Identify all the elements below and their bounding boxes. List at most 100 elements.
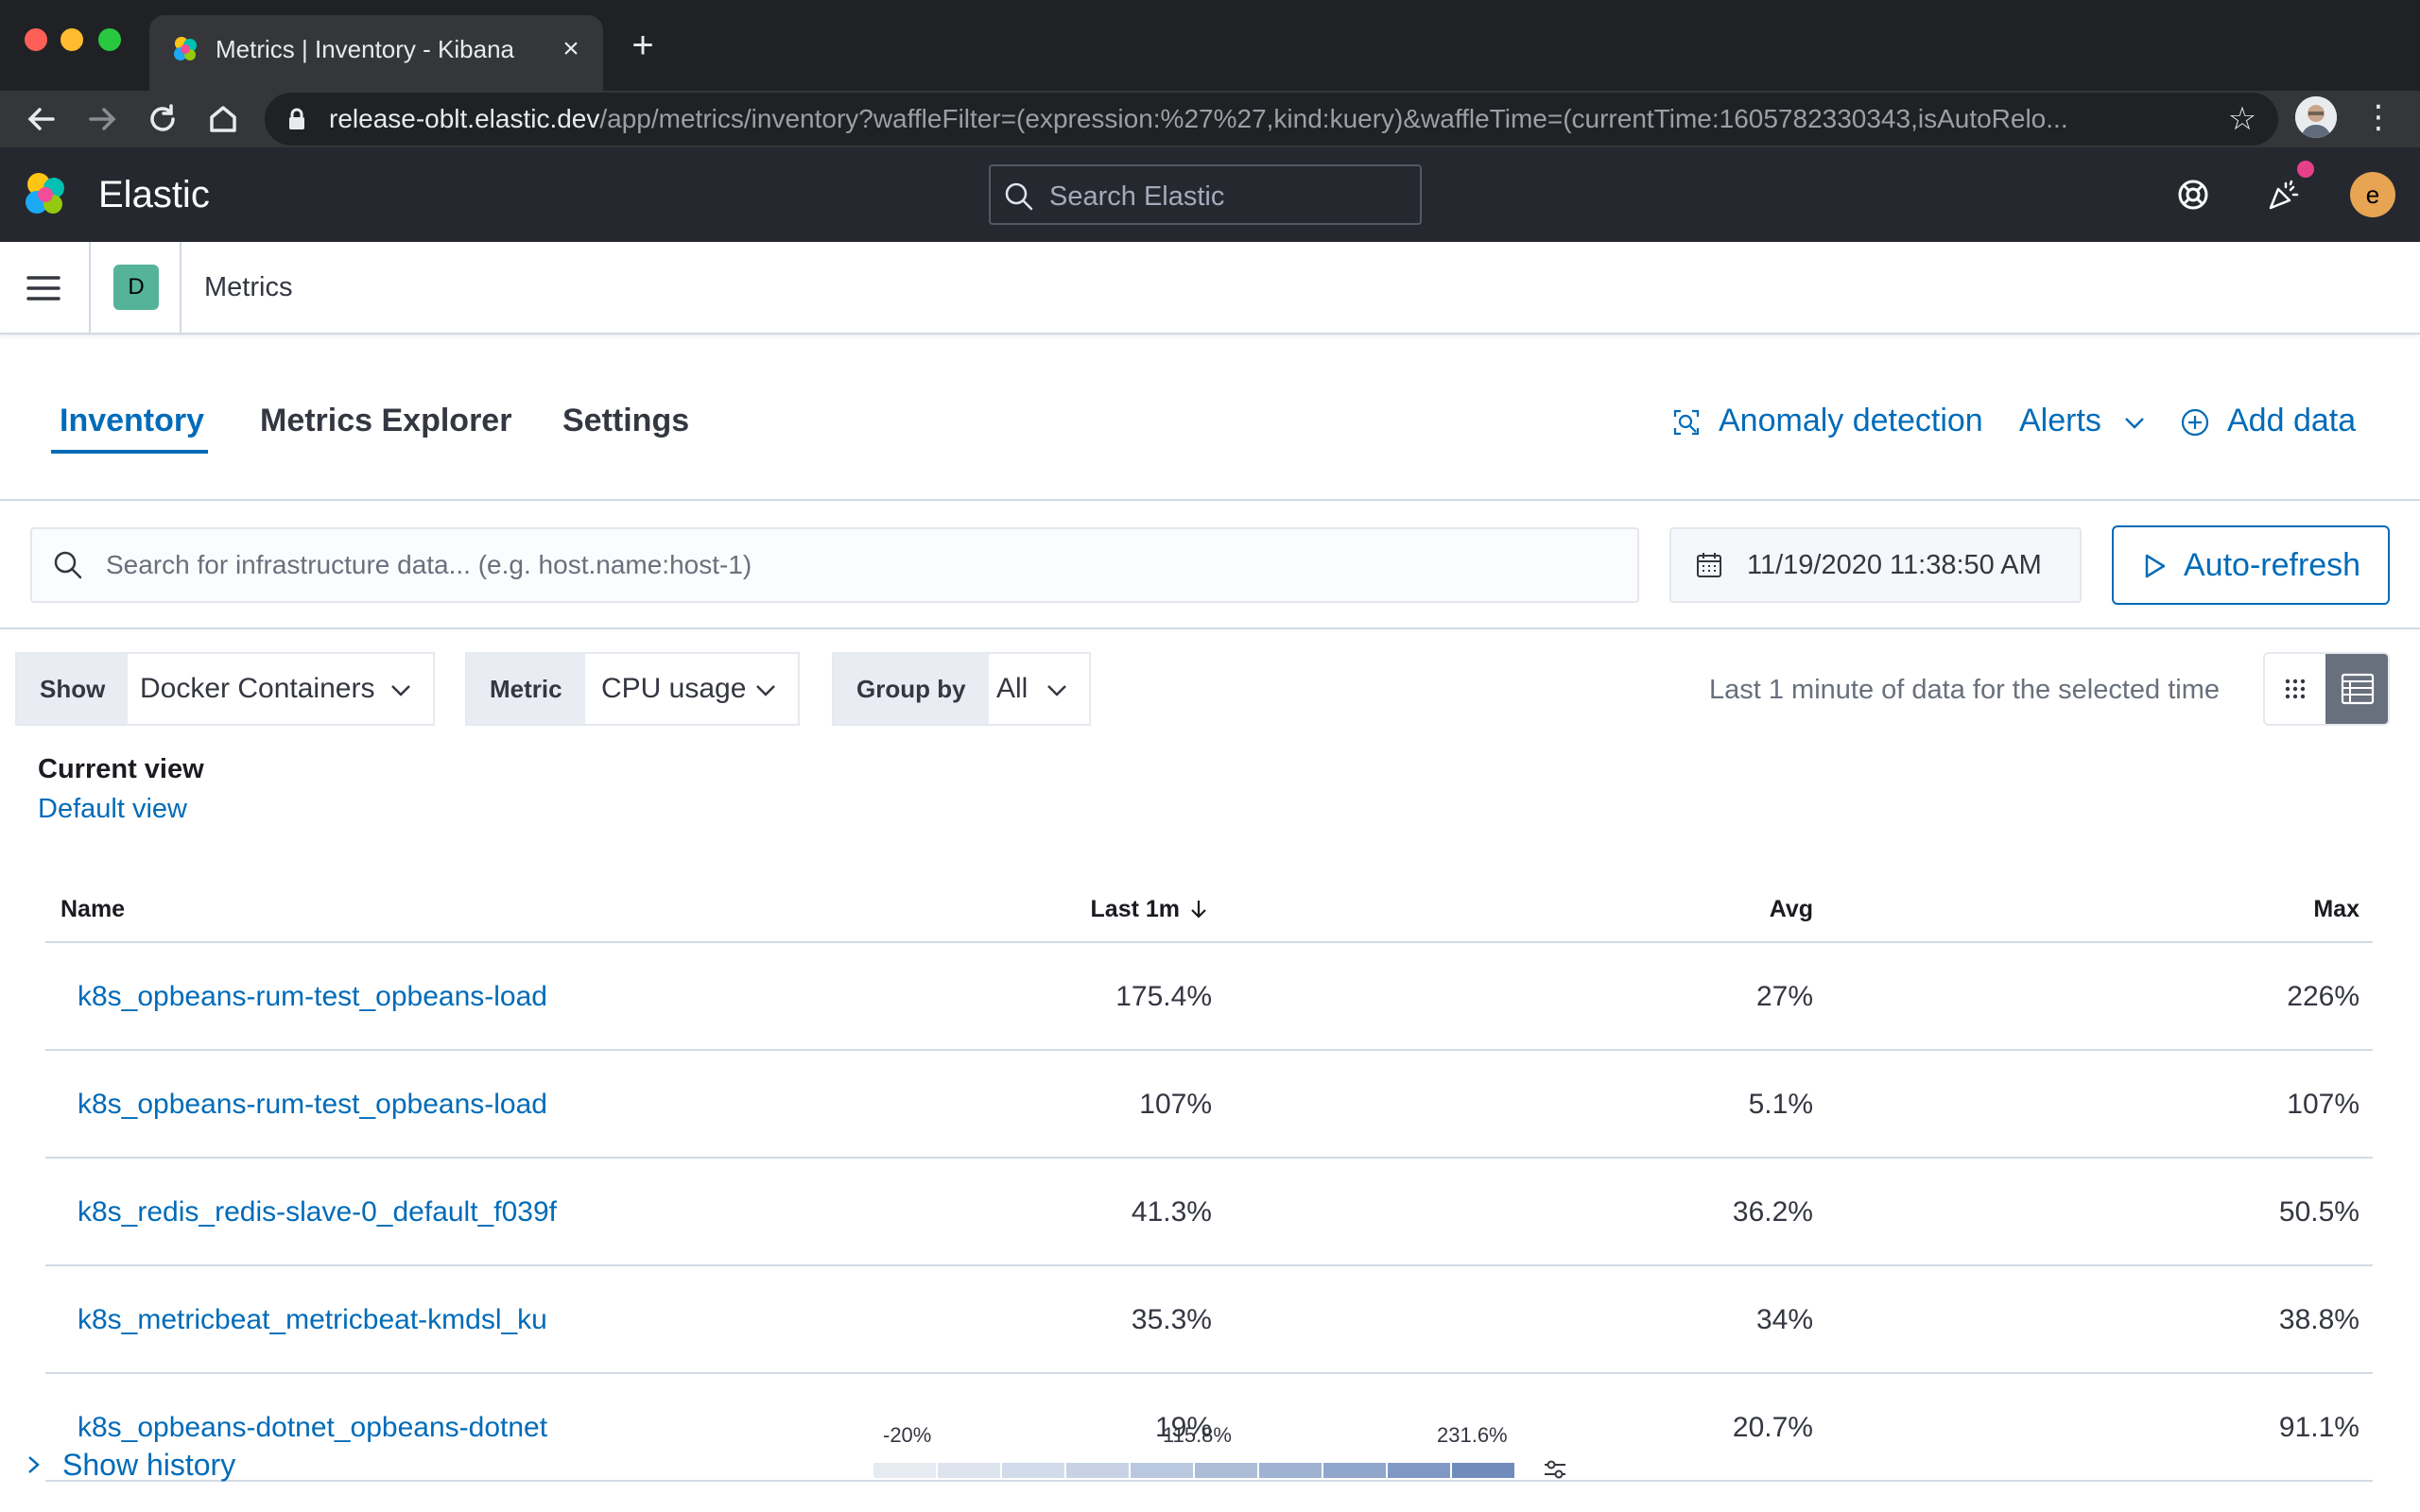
plus-circle-icon[interactable] — [2180, 407, 2210, 438]
hamburger-menu-icon[interactable] — [26, 274, 60, 302]
add-data-link[interactable]: Add data — [2227, 403, 2357, 438]
row-max-value: 91.1% — [2278, 1412, 2360, 1443]
new-tab-button[interactable]: + — [631, 25, 654, 66]
legend-swatch — [1066, 1463, 1129, 1478]
browser-menu-icon[interactable]: ⋮ — [2362, 99, 2394, 135]
grid-dots-icon — [2285, 679, 2306, 699]
time-range-note: Last 1 minute of data for the selected t… — [1709, 675, 2221, 705]
kibana-favicon-icon — [174, 37, 197, 60]
legend-swatch — [1452, 1463, 1514, 1478]
bookmark-star-icon[interactable]: ☆ — [2227, 101, 2257, 137]
page-tabs: Inventory Metrics Explorer Settings Anom… — [0, 335, 2420, 501]
search-icon — [54, 551, 82, 579]
news-feed-icon[interactable] — [2265, 176, 2303, 214]
group-by-label: Group by — [834, 654, 989, 724]
table-row: k8s_redis_redis-slave-0_default_f039f 41… — [45, 1159, 2373, 1266]
row-name-link[interactable]: k8s_opbeans-rum-test_opbeans-load — [78, 981, 547, 1012]
table-view-button[interactable] — [2325, 654, 2388, 724]
help-lifebuoy-icon[interactable] — [2174, 176, 2212, 214]
search-placeholder: Search for infrastructure data... (e.g. … — [106, 550, 752, 579]
metric-label: Metric — [467, 654, 585, 724]
date-picker[interactable]: 11/19/2020 11:38:50 AM — [1669, 527, 2082, 603]
infrastructure-search-input[interactable]: Search for infrastructure data... (e.g. … — [30, 527, 1639, 603]
table-row: k8s_opbeans-rum-test_opbeans-load 175.4%… — [45, 943, 2373, 1051]
lock-icon[interactable] — [287, 108, 306, 130]
map-view-button[interactable] — [2265, 654, 2325, 724]
row-last-value: 175.4% — [1115, 981, 1212, 1012]
table-list-icon — [2341, 673, 2375, 705]
tab-metrics-explorer[interactable]: Metrics Explorer — [260, 403, 512, 438]
legend-gradient-bar — [873, 1463, 1516, 1478]
group-by-select[interactable]: Group by All — [832, 652, 1091, 726]
browser-tab-active[interactable]: Metrics | Inventory - Kibana × — [149, 15, 603, 91]
column-header-last-1m[interactable]: Last 1m — [1091, 892, 1210, 926]
brand-name[interactable]: Elastic — [98, 174, 210, 215]
url-text[interactable]: release-oblt.elastic.dev/app/metrics/inv… — [329, 104, 2182, 134]
news-notification-dot — [2297, 161, 2314, 178]
url-path: /app/metrics/inventory?waffleFilter=(exp… — [599, 104, 2068, 133]
window-zoom-button[interactable] — [98, 28, 121, 51]
row-name-link[interactable]: k8s_metricbeat_metricbeat-kmdsl_ku — [78, 1304, 547, 1335]
address-bar[interactable]: release-oblt.elastic.dev/app/metrics/inv… — [265, 93, 2278, 146]
saved-view-link[interactable]: Default view — [38, 794, 187, 824]
browser-profile-avatar[interactable] — [2295, 96, 2337, 138]
anomaly-detection-icon[interactable] — [1671, 407, 1702, 438]
alerts-menu-button[interactable]: Alerts — [2019, 403, 2101, 438]
forward-arrow-icon[interactable] — [79, 96, 125, 142]
column-header-name[interactable]: Name — [60, 896, 126, 922]
table-header: Name Last 1m Avg Max — [45, 879, 2373, 943]
home-icon[interactable] — [200, 96, 246, 142]
row-last-value: 19% — [1154, 1412, 1212, 1443]
legend-settings-sliders-icon[interactable] — [1541, 1455, 1569, 1484]
subheader-divider — [89, 242, 91, 333]
show-history-label: Show history — [62, 1448, 236, 1482]
back-arrow-icon[interactable] — [19, 96, 64, 142]
column-header-max[interactable]: Max — [2313, 896, 2360, 922]
show-value: Docker Containers — [140, 673, 375, 704]
space-avatar[interactable]: D — [113, 265, 159, 310]
tab-close-icon[interactable]: × — [562, 33, 579, 64]
browser-tab-title: Metrics | Inventory - Kibana — [216, 35, 514, 63]
chevron-down-icon[interactable] — [2119, 407, 2150, 438]
chevron-down-icon — [1047, 685, 1066, 696]
browser-tabstrip: Metrics | Inventory - Kibana × + — [0, 0, 2420, 91]
column-header-label: Last 1m — [1090, 896, 1180, 922]
table-row: k8s_metricbeat_metricbeat-kmdsl_ku 35.3%… — [45, 1266, 2373, 1374]
row-name-link[interactable]: k8s_redis_redis-slave-0_default_f039f — [78, 1196, 557, 1228]
row-name-link[interactable]: k8s_opbeans-dotnet_opbeans-dotnet — [78, 1412, 548, 1443]
table-row: k8s_opbeans-dotnet_opbeans-dotnet 19% 20… — [45, 1374, 2373, 1482]
chevron-down-icon — [391, 685, 410, 696]
active-tab-underline — [51, 450, 208, 454]
row-avg-value: 27% — [1755, 981, 1813, 1012]
tab-settings[interactable]: Settings — [562, 403, 690, 438]
reload-icon[interactable] — [140, 96, 185, 142]
tab-inventory[interactable]: Inventory — [60, 403, 205, 438]
legend-swatch — [1259, 1463, 1322, 1478]
anomaly-detection-link[interactable]: Anomaly detection — [1719, 403, 1983, 438]
kibana-header: Elastic Search Elastic e — [0, 147, 2420, 242]
row-name-link[interactable]: k8s_opbeans-rum-test_opbeans-load — [78, 1089, 547, 1120]
row-last-value: 107% — [1139, 1089, 1212, 1120]
inventory-table: Name Last 1m Avg Max k8s_opbeans-rum-tes… — [45, 879, 2373, 1482]
legend-swatch — [938, 1463, 1000, 1478]
chevron-down-icon — [756, 685, 775, 696]
row-max-value: 226% — [2287, 981, 2360, 1012]
metric-select[interactable]: Metric CPU usage — [465, 652, 800, 726]
column-header-avg[interactable]: Avg — [1769, 896, 1813, 922]
elastic-logo-icon[interactable] — [21, 170, 70, 219]
filters-row: Search for infrastructure data... (e.g. … — [0, 501, 2420, 629]
user-avatar[interactable]: e — [2350, 172, 2395, 217]
show-label: Show — [17, 654, 129, 724]
auto-refresh-button[interactable]: Auto-refresh — [2112, 525, 2390, 605]
row-max-value: 50.5% — [2278, 1196, 2360, 1228]
breadcrumb-metrics[interactable]: Metrics — [204, 272, 293, 302]
legend-swatch — [1388, 1463, 1450, 1478]
kibana-subheader: D Metrics — [0, 242, 2420, 335]
show-select[interactable]: Show Docker Containers — [15, 652, 435, 726]
window-minimize-button[interactable] — [60, 28, 83, 51]
row-last-value: 41.3% — [1131, 1196, 1212, 1228]
url-host: release-oblt.elastic.dev — [329, 104, 600, 133]
global-search-input[interactable]: Search Elastic — [989, 164, 1422, 225]
window-close-button[interactable] — [25, 28, 47, 51]
color-legend: -20% 115.8% 231.6% — [870, 1421, 1588, 1487]
